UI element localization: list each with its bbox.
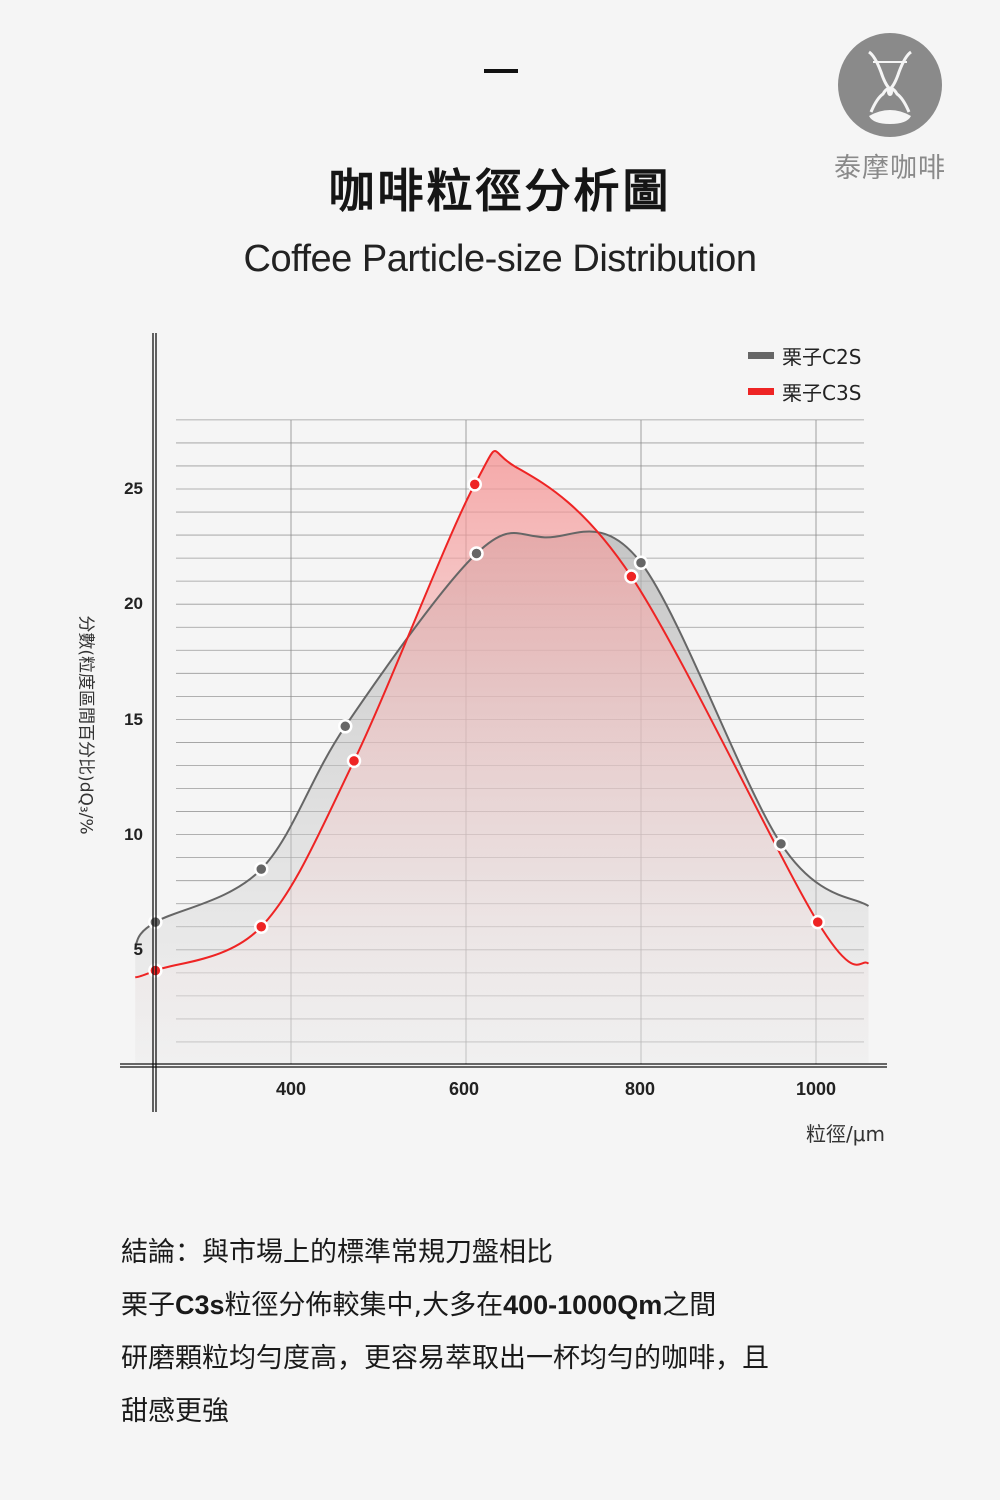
- legend-label: 栗子C2S: [782, 344, 862, 369]
- legend-item-c2s: 栗子C2S: [748, 337, 861, 373]
- text-segment: 栗子: [121, 1290, 175, 1321]
- data-point: [254, 861, 269, 877]
- y-tick-20: 20: [124, 594, 143, 613]
- y-tick-15: 15: [124, 710, 143, 729]
- x-tick-400: 400: [275, 1079, 307, 1099]
- header-dash: [484, 69, 518, 73]
- x-tick-600: 600: [448, 1079, 480, 1099]
- data-point: [254, 919, 269, 935]
- legend-swatch-red-icon: [748, 387, 774, 395]
- legend-swatch-gray-icon: [748, 351, 774, 359]
- hourglass-coffee-icon: [838, 33, 942, 137]
- data-point: [773, 836, 789, 852]
- y-tick-10: 10: [124, 825, 143, 844]
- conclusion-line-4: 甜感更強: [121, 1396, 229, 1427]
- model-name: C3s: [175, 1290, 225, 1320]
- x-axis-label: 粒徑/μm: [806, 1122, 885, 1146]
- conclusion-line-3: 研磨顆粒均勻度高，更容易萃取出一杯均勻的咖啡，且: [121, 1343, 769, 1374]
- text-segment: 之間: [662, 1290, 717, 1321]
- data-point: [338, 719, 353, 734]
- chart-legend: 栗子C2S 栗子C3S: [748, 337, 861, 409]
- data-point: [810, 914, 825, 930]
- page-subtitle: Coffee Particle-size Distribution: [243, 238, 757, 280]
- data-point: [624, 569, 639, 584]
- x-tick-1000: 1000: [795, 1079, 837, 1099]
- page-title: 咖啡粒徑分析圖: [328, 164, 672, 218]
- conclusion-text: 結論：與市場上的標準常規刀盤相比 栗子C3s粒徑分佈較集中,大多在400-100…: [121, 1226, 941, 1438]
- brand-logo: 泰摩咖啡: [820, 32, 960, 185]
- conclusion-line-1: 結論：與市場上的標準常規刀盤相比: [121, 1237, 553, 1268]
- y-tick-5: 5: [133, 940, 143, 959]
- data-point: [346, 753, 362, 769]
- y-axis: [152, 333, 157, 1112]
- legend-item-c3s: 栗子C3S: [748, 373, 861, 409]
- x-tick-800: 800: [624, 1079, 656, 1099]
- data-point: [467, 477, 482, 492]
- y-axis-label: 分數(粒度區間百分比)dQ₃/%: [75, 615, 96, 835]
- size-range: 400-1000Qm: [503, 1290, 663, 1320]
- conclusion-line-2: 栗子C3s粒徑分佈較集中,大多在400-1000Qm之間: [121, 1279, 941, 1332]
- x-axis: [120, 1063, 887, 1068]
- data-point: [469, 546, 484, 561]
- chart-areas: [135, 450, 869, 1063]
- y-tick-25: 25: [124, 479, 143, 498]
- legend-label: 栗子C3S: [782, 380, 862, 405]
- data-point: [633, 555, 649, 570]
- brand-name: 泰摩咖啡: [834, 153, 946, 184]
- text-segment: 粒徑分佈較集中,大多在: [224, 1290, 504, 1321]
